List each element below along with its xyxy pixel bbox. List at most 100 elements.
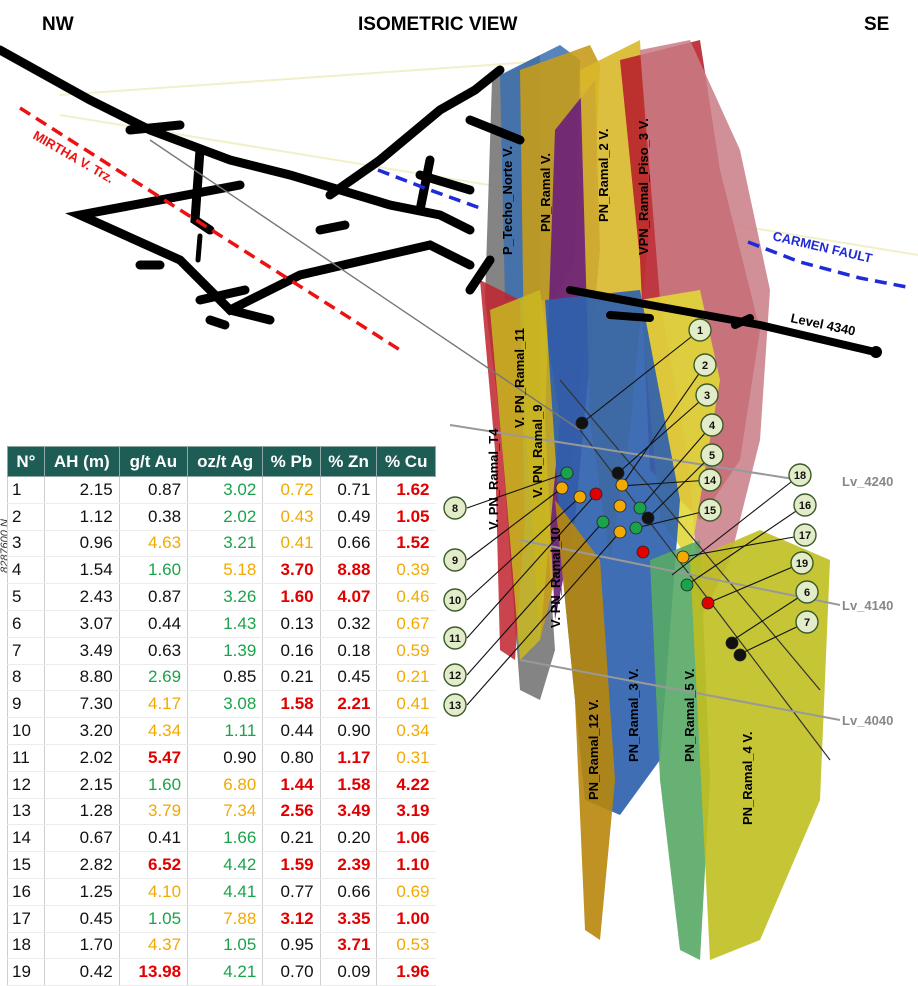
table-cell-ag: 1.66	[187, 824, 263, 853]
table-cell-zn: 0.09	[319, 958, 377, 986]
table-cell-id: 15	[7, 851, 45, 879]
table-cell-ag: 3.08	[187, 690, 263, 719]
sample-tag-label: 18	[794, 470, 806, 482]
label-pn-ramal-4: PN_Ramal_4 V.	[740, 732, 755, 825]
sample-tag: 6	[795, 580, 819, 604]
table-cell-zn: 0.20	[319, 824, 377, 853]
sample-tag: 4	[700, 413, 724, 437]
sample-tag-label: 2	[702, 360, 708, 372]
level-line-4040	[519, 659, 841, 721]
sample-tag: 2	[693, 353, 717, 377]
header-left: NW	[42, 14, 74, 35]
table-cell-pb: 0.95	[262, 932, 321, 960]
table-cell-ag: 4.21	[187, 958, 263, 986]
table-header-cell: % Pb	[262, 446, 321, 477]
table-cell-ah: 0.67	[43, 824, 120, 853]
mirtha-fault-label: MIRTHA V. Trz.	[31, 128, 117, 186]
sample-tag-label: 6	[804, 587, 810, 599]
label-v-pn-ramal-9: V. PN_Ramal_9	[530, 405, 545, 498]
sample-tag-label: 1	[697, 325, 703, 337]
table-row: 9 7.30 4.17 3.08 1.58 2.21 0.41	[7, 690, 436, 719]
table-cell-pb: 0.44	[262, 717, 321, 745]
table-row: 14 0.67 0.41 1.66 0.21 0.20 1.06	[7, 824, 436, 853]
table-cell-cu: 1.05	[376, 503, 436, 531]
table-cell-pb: 0.70	[262, 958, 321, 986]
level-line-4240	[449, 424, 801, 481]
level-4340-drift	[566, 286, 879, 356]
sample-point	[615, 478, 629, 492]
table-cell-ah: 1.54	[43, 556, 120, 585]
sample-tag: 3	[695, 383, 719, 407]
table-cell-ag: 2.02	[187, 503, 263, 531]
sample-tag: 15	[698, 498, 722, 522]
table-row: 3 0.96 4.63 3.21 0.41 0.66 1.52	[7, 530, 436, 558]
table-cell-ah: 3.07	[43, 610, 120, 638]
sample-point	[560, 466, 574, 480]
table-cell-au: 3.79	[118, 798, 188, 826]
table-cell-pb: 0.16	[262, 637, 321, 665]
table-cell-pb: 1.58	[262, 690, 321, 719]
vein-pn-ramal-12	[555, 500, 615, 940]
table-cell-au: 13.98	[118, 958, 188, 986]
table-cell-cu: 3.19	[376, 798, 436, 826]
table-cell-id: 18	[7, 932, 45, 960]
sample-tag-label: 12	[449, 670, 461, 682]
table-cell-pb: 0.21	[262, 824, 321, 853]
table-cell-id: 8	[7, 664, 45, 692]
table-row: 16 1.25 4.10 4.41 0.77 0.66 0.69	[7, 878, 436, 906]
vein-yellow-left	[490, 290, 560, 660]
carmen-fault-line	[747, 240, 913, 290]
table-header-cell: N°	[7, 446, 45, 477]
table-cell-cu: 4.22	[376, 771, 436, 799]
table-cell-id: 12	[7, 771, 45, 799]
table-cell-pb: 0.21	[262, 664, 321, 692]
table-cell-zn: 0.32	[319, 610, 377, 638]
table-cell-zn: 2.39	[319, 851, 377, 879]
table-cell-au: 4.37	[118, 932, 188, 960]
label-v-pn-ramal-10: V. PN_Ramal_10	[548, 527, 563, 628]
label-v-pn-ramal-t4: V. PN_Ramal_T4	[486, 428, 501, 530]
table-cell-pb: 0.13	[262, 610, 321, 638]
table-cell-zn: 3.71	[319, 932, 377, 960]
lv-4240-label: Lv_4240	[842, 474, 893, 489]
table-cell-id: 14	[7, 824, 45, 853]
table-cell-zn: 0.90	[319, 717, 377, 745]
table-cell-cu: 0.53	[376, 932, 436, 960]
table-cell-au: 0.87	[118, 583, 188, 611]
table-cell-au: 6.52	[118, 851, 188, 879]
table-cell-pb: 0.41	[262, 530, 321, 558]
vein-pn-ramal-4	[690, 530, 830, 960]
table-cell-id: 7	[7, 637, 45, 665]
table-header-cell: oz/t Ag	[187, 446, 264, 477]
sample-tag-label: 8	[452, 503, 458, 515]
table-cell-cu: 0.34	[376, 717, 436, 745]
table-row: 10 3.20 4.34 1.11 0.44 0.90 0.34	[7, 717, 436, 745]
table-cell-zn: 0.18	[319, 637, 377, 665]
sample-tag-label: 11	[449, 633, 461, 645]
table-row: 17 0.45 1.05 7.88 3.12 3.35 1.00	[7, 905, 436, 933]
sample-point	[555, 481, 569, 495]
table-cell-ag: 7.88	[187, 905, 263, 933]
table-cell-ah: 1.70	[43, 932, 120, 960]
table-cell-pb: 1.59	[262, 851, 321, 879]
table-cell-cu: 1.10	[376, 851, 436, 879]
table-cell-zn: 1.58	[319, 771, 377, 799]
table-cell-ag: 4.41	[187, 878, 263, 906]
sample-tag-label: 17	[799, 530, 811, 542]
table-cell-au: 4.17	[118, 690, 188, 719]
table-cell-au: 0.38	[118, 503, 188, 531]
assay-table-body: 1 2.15 0.87 3.02 0.72 0.71 1.62 2 1.12 0.38 2.02 0.…	[7, 476, 436, 986]
sample-tag: 12	[443, 663, 467, 687]
label-pn-ramal-2: PN_Ramal_2 V.	[596, 129, 611, 222]
table-header-cell: g/t Au	[118, 446, 189, 477]
table-cell-id: 16	[7, 878, 45, 906]
table-cell-id: 11	[7, 744, 45, 772]
table-cell-au: 2.69	[118, 664, 188, 692]
table-cell-id: 5	[7, 583, 45, 611]
table-header-cell: % Zn	[319, 446, 378, 477]
table-cell-id: 9	[7, 690, 45, 719]
table-cell-cu: 0.69	[376, 878, 436, 906]
sample-tag-label: 13	[449, 700, 461, 712]
label-pn-ramal-3: PN_Ramal_3 V.	[626, 669, 641, 762]
table-cell-cu: 1.62	[376, 476, 436, 504]
